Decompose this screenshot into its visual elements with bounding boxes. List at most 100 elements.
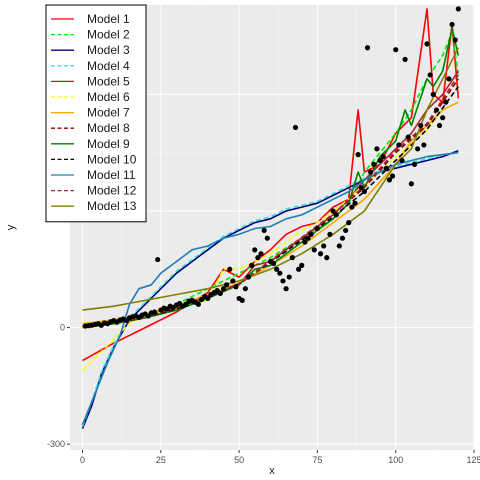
data-point	[333, 212, 339, 218]
data-point	[418, 122, 424, 129]
data-point	[217, 290, 223, 296]
data-point	[223, 282, 230, 288]
data-point	[446, 76, 452, 82]
legend-label: Model 6	[87, 90, 130, 104]
data-point	[368, 169, 374, 175]
points-layer	[83, 6, 461, 329]
series-line-model-13	[82, 47, 460, 311]
data-point	[411, 161, 418, 167]
data-point	[296, 266, 302, 272]
data-point	[252, 247, 258, 253]
legend-label: Model 12	[87, 184, 137, 198]
data-point	[280, 278, 286, 284]
data-point	[321, 243, 327, 249]
data-point	[436, 122, 443, 129]
data-point	[239, 297, 245, 303]
y-axis-title: y	[5, 224, 17, 230]
legend-label: Model 13	[87, 199, 137, 213]
data-point	[371, 161, 377, 167]
data-point	[421, 142, 427, 148]
data-point	[274, 266, 280, 272]
data-point	[324, 255, 330, 261]
data-point	[314, 225, 321, 232]
data-point	[443, 99, 449, 105]
legend-label: Model 8	[87, 121, 130, 135]
legend-label: Model 7	[87, 106, 130, 120]
legend-label: Model 5	[87, 74, 130, 88]
x-tick-label: 0	[80, 455, 85, 465]
data-point	[195, 301, 202, 307]
data-point	[327, 231, 333, 237]
data-point	[355, 152, 361, 158]
data-point	[289, 255, 295, 261]
data-point	[352, 200, 358, 206]
data-point	[415, 146, 421, 152]
data-point	[358, 185, 364, 191]
legend-label: Model 10	[87, 152, 137, 166]
data-point	[249, 262, 255, 268]
data-point	[396, 142, 402, 148]
x-axis: 0 25 50 75 100 125	[80, 450, 480, 465]
data-point	[361, 188, 367, 195]
data-point	[255, 255, 261, 261]
data-point	[452, 37, 458, 43]
data-point	[440, 115, 446, 121]
data-point	[336, 243, 342, 249]
data-point	[433, 107, 440, 113]
data-point	[346, 220, 352, 226]
legend-label: Model 3	[87, 43, 130, 57]
data-point	[393, 47, 399, 53]
data-point	[292, 124, 299, 131]
data-point	[227, 266, 233, 272]
data-point	[374, 146, 380, 152]
data-point	[339, 235, 346, 241]
data-point	[205, 295, 211, 302]
data-point	[299, 262, 305, 268]
data-point	[408, 181, 414, 187]
data-point	[330, 208, 336, 214]
y-tick-label: -300	[47, 439, 65, 449]
data-point	[245, 274, 252, 280]
data-point	[389, 173, 396, 179]
data-point	[317, 251, 324, 257]
data-point	[399, 157, 405, 164]
legend-label: Model 1	[87, 12, 130, 26]
data-point	[261, 227, 267, 234]
data-point	[242, 286, 248, 292]
data-point	[424, 41, 430, 47]
data-point	[286, 274, 292, 280]
legend-label: Model 2	[87, 28, 130, 42]
legend-label: Model 9	[87, 137, 130, 151]
data-point	[155, 256, 161, 263]
x-tick-label: 125	[466, 455, 480, 465]
data-point	[427, 72, 433, 78]
data-point	[405, 134, 411, 140]
data-point	[430, 91, 436, 97]
data-point	[386, 177, 393, 183]
data-point	[283, 286, 289, 292]
data-point	[277, 270, 283, 276]
data-point	[305, 235, 311, 241]
x-tick-label: 100	[388, 455, 403, 465]
data-point	[455, 6, 461, 12]
data-point	[258, 251, 264, 257]
data-point	[364, 45, 371, 51]
series-line-model-11	[81, 151, 459, 426]
legend-label: Model 11	[87, 168, 136, 182]
data-point	[383, 165, 389, 171]
data-point	[308, 231, 314, 237]
data-point	[270, 260, 277, 267]
legend-box	[45, 4, 147, 223]
data-point	[233, 284, 239, 290]
data-point	[302, 239, 308, 245]
data-point	[230, 278, 236, 284]
data-point	[151, 309, 158, 315]
x-tick-label: 25	[156, 455, 166, 465]
data-point	[377, 157, 383, 164]
data-point	[342, 227, 349, 234]
x-tick-label: 50	[234, 455, 244, 465]
x-tick-label: 75	[312, 455, 322, 465]
x-axis-title: x	[269, 465, 275, 477]
